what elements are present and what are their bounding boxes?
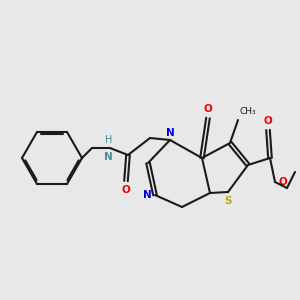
Text: N: N: [104, 152, 113, 162]
Text: CH₃: CH₃: [239, 107, 256, 116]
Text: N: N: [166, 128, 174, 138]
Text: S: S: [224, 196, 232, 206]
Text: O: O: [122, 184, 130, 195]
Text: O: O: [279, 177, 287, 187]
Text: O: O: [204, 104, 212, 114]
Text: H: H: [105, 135, 112, 145]
Text: O: O: [264, 116, 272, 126]
Text: N: N: [143, 190, 152, 200]
